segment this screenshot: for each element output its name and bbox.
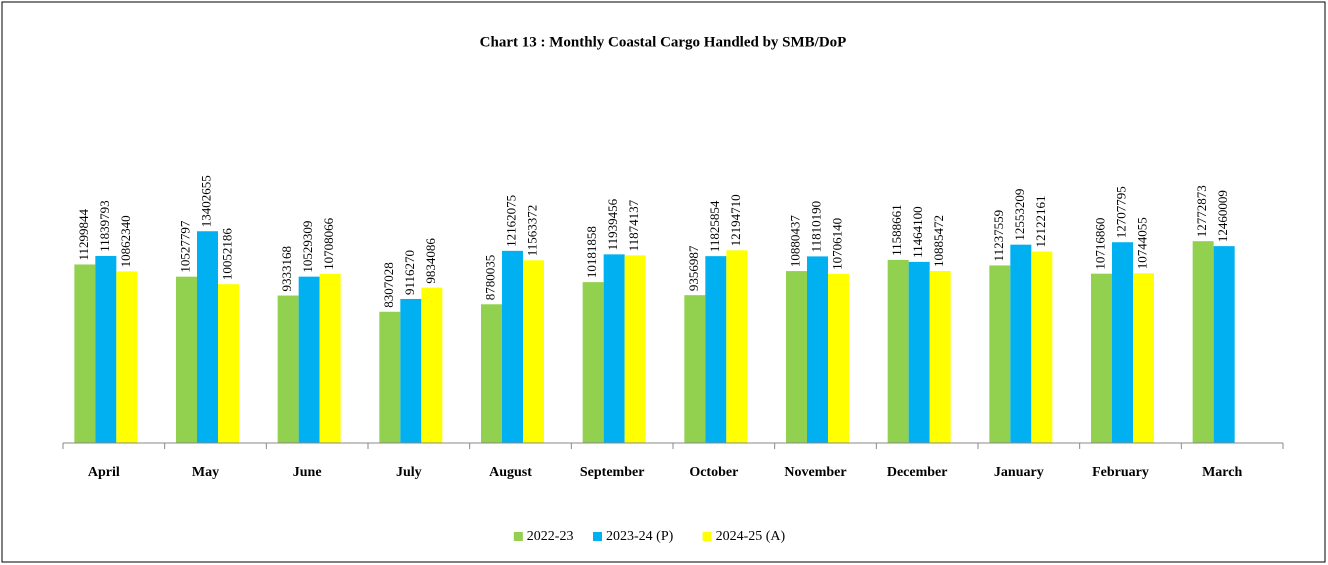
- bar: [400, 298, 422, 443]
- value-label: 9116270: [402, 250, 417, 295]
- x-tick-label: June: [293, 465, 322, 480]
- bar: [684, 295, 706, 443]
- legend-label: 2024-25 (A): [716, 529, 786, 544]
- legend-swatch: [593, 532, 602, 541]
- value-label: 10706140: [829, 218, 844, 270]
- bar: [319, 273, 341, 443]
- value-label: 10527797: [177, 220, 192, 273]
- value-label: 12460009: [1215, 190, 1230, 242]
- x-tick-label: July: [396, 465, 422, 480]
- bar: [989, 265, 1011, 443]
- bar: [481, 304, 502, 443]
- bar: [908, 261, 930, 443]
- x-tick-label: August: [489, 465, 532, 480]
- bar: [74, 264, 96, 443]
- legend-swatch: [702, 532, 712, 541]
- value-label: 9333168: [279, 246, 294, 292]
- bar: [197, 231, 218, 443]
- bar: [1010, 244, 1032, 443]
- x-tick-label: April: [88, 465, 120, 480]
- value-label: 12194710: [728, 194, 743, 246]
- bar: [1133, 273, 1154, 443]
- legend-swatch: [513, 532, 523, 541]
- chart-title: Chart 13 : Monthly Coastal Cargo Handled…: [480, 34, 847, 50]
- value-label: 10885472: [931, 215, 946, 267]
- bar: [786, 271, 807, 443]
- bar: [421, 287, 443, 443]
- value-label: 11563372: [524, 205, 539, 257]
- value-label: 11588661: [889, 204, 904, 256]
- x-tick-label: September: [580, 465, 645, 480]
- bar: [379, 311, 401, 443]
- value-label: 11237559: [991, 210, 1006, 262]
- bar: [1213, 246, 1235, 443]
- value-label: 12772873: [1194, 185, 1209, 237]
- bar: [726, 250, 748, 443]
- value-label: 12122161: [1033, 195, 1048, 247]
- bar: [929, 271, 951, 443]
- value-label: 11939456: [605, 198, 620, 250]
- value-label: 12707795: [1113, 186, 1128, 238]
- x-tick-label: February: [1092, 465, 1149, 480]
- value-label: 9356987: [686, 245, 701, 291]
- x-tick-label: March: [1202, 465, 1242, 480]
- value-label: 12162075: [503, 195, 518, 247]
- bar: [1192, 241, 1214, 443]
- x-tick-label: October: [689, 465, 738, 480]
- value-label: 11825854: [707, 200, 722, 252]
- value-label: 10708066: [321, 217, 336, 270]
- bar: [116, 271, 138, 443]
- bar: [1091, 273, 1112, 443]
- bar: [218, 284, 239, 443]
- bar: [95, 255, 117, 443]
- value-label: 8780035: [482, 255, 497, 301]
- x-tick-label: January: [994, 465, 1044, 480]
- bar: [523, 260, 544, 443]
- x-tick-label: November: [784, 465, 846, 480]
- bar: [298, 276, 320, 443]
- value-label: 11299844: [76, 208, 91, 260]
- value-label: 11810190: [808, 201, 823, 253]
- bar: [603, 254, 625, 443]
- legend-label: 2023-24 (P): [606, 529, 674, 544]
- value-label: 10716860: [1092, 218, 1107, 270]
- bar: [277, 295, 299, 443]
- value-label: 8307028: [381, 262, 396, 308]
- bar: [1112, 242, 1133, 443]
- bar: [807, 256, 828, 443]
- value-label: 10052186: [219, 228, 234, 281]
- value-label: 11464100: [910, 206, 925, 258]
- bar: [582, 282, 604, 443]
- bar: [705, 256, 727, 443]
- bar: [1031, 251, 1053, 443]
- value-label: 13402655: [198, 175, 213, 227]
- value-label: 10181858: [584, 226, 599, 278]
- value-label: 12553209: [1012, 189, 1027, 241]
- value-label: 10529309: [300, 221, 315, 273]
- bar: [887, 259, 909, 443]
- bar: [828, 273, 849, 443]
- x-tick-label: December: [887, 465, 948, 480]
- value-label: 10862340: [118, 215, 133, 267]
- bar: [624, 255, 646, 443]
- value-label: 10744055: [1134, 217, 1149, 269]
- x-tick-label: May: [192, 465, 219, 480]
- bar: [176, 276, 197, 443]
- value-label: 9834086: [423, 238, 438, 284]
- bar: [502, 250, 523, 443]
- value-label: 11839793: [97, 200, 112, 252]
- value-label: 10880437: [787, 215, 802, 268]
- value-label: 11874137: [626, 199, 641, 251]
- legend-label: 2022-23: [527, 529, 574, 544]
